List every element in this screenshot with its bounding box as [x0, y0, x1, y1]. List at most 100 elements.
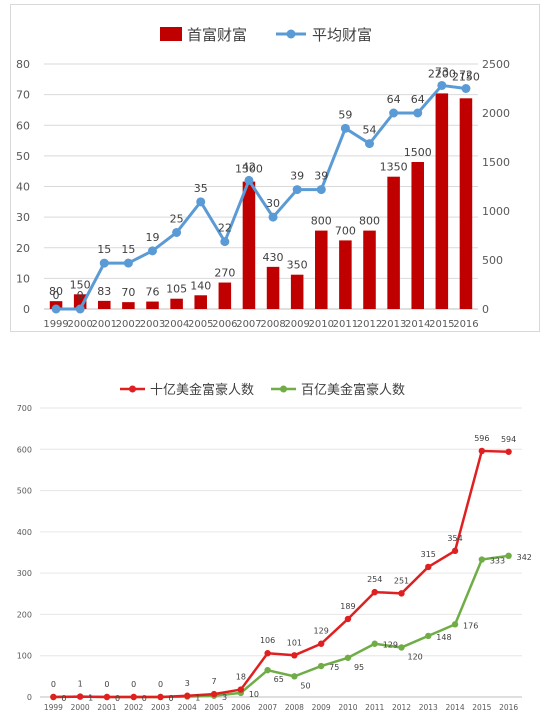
- legend: 首富财富 平均财富: [160, 26, 372, 44]
- green-data-label: 0: [61, 694, 66, 703]
- line-data-label: 64: [387, 93, 401, 106]
- bar-data-label: 70: [121, 286, 135, 299]
- line-data-label: 25: [170, 212, 184, 225]
- bar-data-label: 80: [49, 285, 63, 298]
- bar-data-label: 350: [287, 259, 308, 272]
- x-tick-label: 2005: [205, 703, 224, 712]
- left-tick-label: 0: [23, 303, 30, 316]
- green-data-label: 65: [274, 675, 284, 684]
- red-data-label: 354: [447, 534, 462, 543]
- green-data-label: 75: [329, 663, 339, 672]
- line-data-label: 72: [459, 69, 473, 82]
- bar: [218, 282, 232, 309]
- left-tick-label: 70: [16, 89, 30, 102]
- red-data-label: 594: [501, 435, 516, 444]
- legend-label: 百亿美金富豪人数: [301, 382, 405, 398]
- green-data-label: 1: [195, 694, 200, 703]
- line-point: [340, 123, 350, 133]
- right-tick-label: 0: [482, 303, 489, 316]
- line-data-label: 15: [121, 243, 135, 256]
- red-data-label: 0: [158, 680, 163, 689]
- red-data-label: 251: [394, 576, 409, 585]
- series-point: [398, 590, 405, 597]
- bar: [170, 298, 183, 309]
- line-data-label: 64: [411, 93, 425, 106]
- line-data-label: 19: [146, 231, 160, 244]
- bar: [339, 240, 352, 309]
- line-point: [172, 227, 182, 237]
- x-tick-label: 2003: [151, 703, 170, 712]
- red-data-label: 106: [260, 636, 275, 645]
- line-point: [461, 84, 471, 93]
- bar: [315, 230, 328, 309]
- green-data-label: 333: [490, 557, 505, 566]
- line-point: [123, 258, 133, 268]
- series-point: [425, 563, 432, 571]
- left-tick-label: 50: [16, 150, 30, 163]
- legend-label: 平均财富: [312, 26, 372, 44]
- green-data-label: 0: [142, 694, 147, 703]
- green-data-label: 50: [300, 681, 310, 690]
- left-tick-label: 30: [16, 211, 30, 224]
- series-point: [478, 556, 486, 563]
- series-point: [505, 552, 512, 560]
- y-tick-label: 400: [17, 528, 32, 537]
- green-data-label: 120: [408, 652, 423, 661]
- x-tick-label: 1999: [44, 703, 63, 712]
- bar-data-label: 140: [190, 279, 211, 292]
- x-tick-label: 2011: [333, 319, 358, 330]
- x-tick-label: 2002: [124, 703, 143, 712]
- green-data-label: 148: [436, 633, 451, 642]
- y-tick-label: 700: [17, 404, 32, 413]
- left-tick-label: 20: [16, 242, 30, 255]
- series-point: [291, 652, 298, 659]
- bar-data-label: 700: [335, 224, 356, 237]
- series-point: [237, 686, 245, 693]
- green-data-label: 0: [115, 694, 120, 703]
- red-data-label: 0: [104, 680, 109, 689]
- line-data-label: 0: [53, 289, 60, 302]
- series-point: [398, 644, 405, 651]
- right-tick-label: 500: [482, 254, 503, 267]
- line-data-label: 73: [435, 65, 449, 78]
- bar-data-label: 270: [214, 267, 235, 280]
- legend: 十亿美金富豪人数 百亿美金富豪人数: [120, 382, 405, 398]
- bar: [363, 230, 376, 309]
- x-tick-label: 2016: [499, 703, 518, 712]
- red-data-label: 129: [314, 627, 329, 636]
- bar-data-label: 1300: [235, 162, 263, 175]
- x-tick-label: 2014: [405, 319, 430, 330]
- series-point: [184, 692, 191, 699]
- x-tick-label: 2015: [429, 319, 454, 330]
- series-point: [344, 615, 352, 623]
- bar: [290, 274, 304, 309]
- series-line: [53, 449, 509, 699]
- right-tick-label: 2500: [482, 58, 510, 71]
- x-tick-label: 2012: [357, 319, 382, 330]
- bar-data-label: 150: [70, 278, 91, 291]
- y-tick-label: 200: [17, 610, 32, 619]
- legend-label: 十亿美金富豪人数: [150, 382, 254, 398]
- series-point: [264, 666, 271, 674]
- green-data-label: 95: [354, 663, 364, 672]
- x-tick-label: 2002: [116, 319, 141, 330]
- bar: [242, 181, 256, 309]
- red-data-label: 254: [367, 575, 382, 584]
- x-tick-label: 2003: [140, 319, 165, 330]
- x-tick-label: 2009: [312, 703, 331, 712]
- legend-marker: [286, 29, 296, 39]
- right-tick-label: 1500: [482, 156, 510, 169]
- line-point: [51, 304, 61, 314]
- line-point: [316, 185, 326, 195]
- bar-data-label: 430: [263, 251, 284, 264]
- line-point: [148, 246, 157, 256]
- x-tick-label: 2010: [309, 319, 334, 330]
- x-tick-label: 2008: [260, 319, 285, 330]
- x-tick-label: 1999: [43, 319, 68, 330]
- chart1-frame: [10, 4, 540, 332]
- green-data-label: 3: [222, 693, 227, 702]
- line-data-label: 15: [97, 243, 111, 256]
- line-data-label: 59: [338, 108, 352, 121]
- line-point: [413, 108, 423, 118]
- line-point: [220, 237, 230, 247]
